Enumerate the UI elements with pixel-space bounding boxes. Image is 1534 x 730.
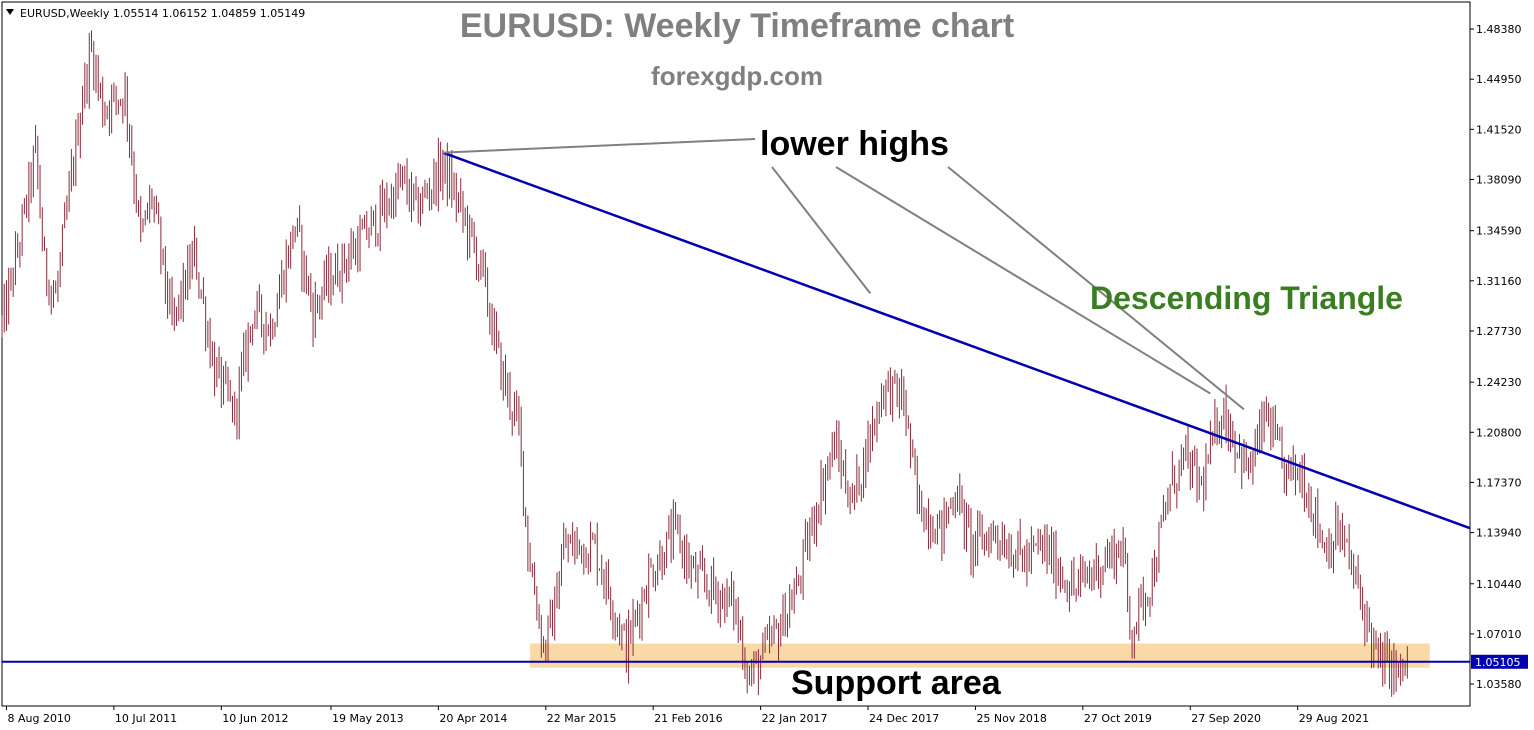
x-tick-label: 27 Sep 2020 [1191, 712, 1261, 725]
current-price-label-bg [1471, 654, 1528, 669]
y-tick-label: 1.13940 [1476, 527, 1522, 540]
chart-title: EURUSD: Weekly Timeframe chart [460, 7, 1014, 45]
current-price-label: 1.05105 [1471, 654, 1528, 669]
y-tick-label: 1.10440 [1476, 578, 1522, 591]
y-tick-label: 1.44950 [1476, 73, 1522, 86]
x-tick-label: 22 Jan 2017 [762, 712, 828, 725]
y-tick-label: 1.17370 [1476, 476, 1522, 489]
symbol-dropdown-icon[interactable] [6, 9, 14, 15]
y-tick-label: 1.41520 [1476, 123, 1522, 136]
y-tick-label: 1.07010 [1476, 628, 1522, 641]
lower-highs-pointer-line [771, 166, 872, 295]
candles [1, 30, 1408, 697]
x-tick-label: 29 Aug 2021 [1299, 712, 1369, 725]
y-axis: 1.48380 1.44950 1.41520 1.38090 1.34590 1.311… [1470, 23, 1522, 691]
lower-highs-pointers [442, 138, 1245, 411]
y-tick-label: 1.31160 [1476, 275, 1522, 288]
x-axis: 8 Aug 2010 10 Jul 2011 10 Jun 2012 19 May 2… [5, 706, 1369, 725]
x-tick-label: 19 May 2013 [332, 712, 404, 725]
descending-trendline[interactable] [442, 151, 1471, 530]
y-tick-label: 1.27730 [1476, 325, 1522, 338]
x-tick-label: 8 Aug 2010 [7, 712, 70, 725]
x-tick-label: 24 Dec 2017 [869, 712, 939, 725]
support-area-band [530, 643, 1430, 668]
lower-highs-pointer-line [835, 166, 1211, 395]
x-tick-label: 10 Jul 2011 [115, 712, 177, 725]
symbol-info: EURUSD,Weekly 1.05514 1.06152 1.04859 1.… [20, 7, 305, 20]
x-tick-label: 20 Apr 2014 [439, 712, 507, 725]
y-tick-label: 1.48380 [1476, 23, 1522, 36]
x-tick-label: 22 Mar 2015 [547, 712, 617, 725]
plot-frame [1, 1, 1471, 707]
lower-highs-label: lower highs [760, 125, 949, 163]
y-tick-label: 1.20800 [1476, 426, 1522, 439]
x-tick-label: 21 Feb 2016 [654, 712, 722, 725]
y-tick-label: 1.34590 [1476, 225, 1522, 238]
y-tick-label: 1.24230 [1476, 376, 1522, 389]
lower-highs-pointer-line [442, 138, 756, 154]
current-price-value: 1.05105 [1475, 656, 1521, 669]
y-tick-label: 1.03580 [1476, 678, 1522, 691]
support-area-label: Support area [791, 664, 1002, 702]
x-tick-label: 27 Oct 2019 [1084, 712, 1152, 725]
lower-highs-pointer-line [947, 166, 1245, 411]
pattern-label: Descending Triangle [1090, 280, 1403, 316]
chart-subtitle: forexgdp.com [651, 61, 823, 91]
y-tick-label: 1.38090 [1476, 173, 1522, 186]
x-tick-label: 25 Nov 2018 [976, 712, 1046, 725]
x-tick-label: 10 Jun 2012 [222, 712, 288, 725]
